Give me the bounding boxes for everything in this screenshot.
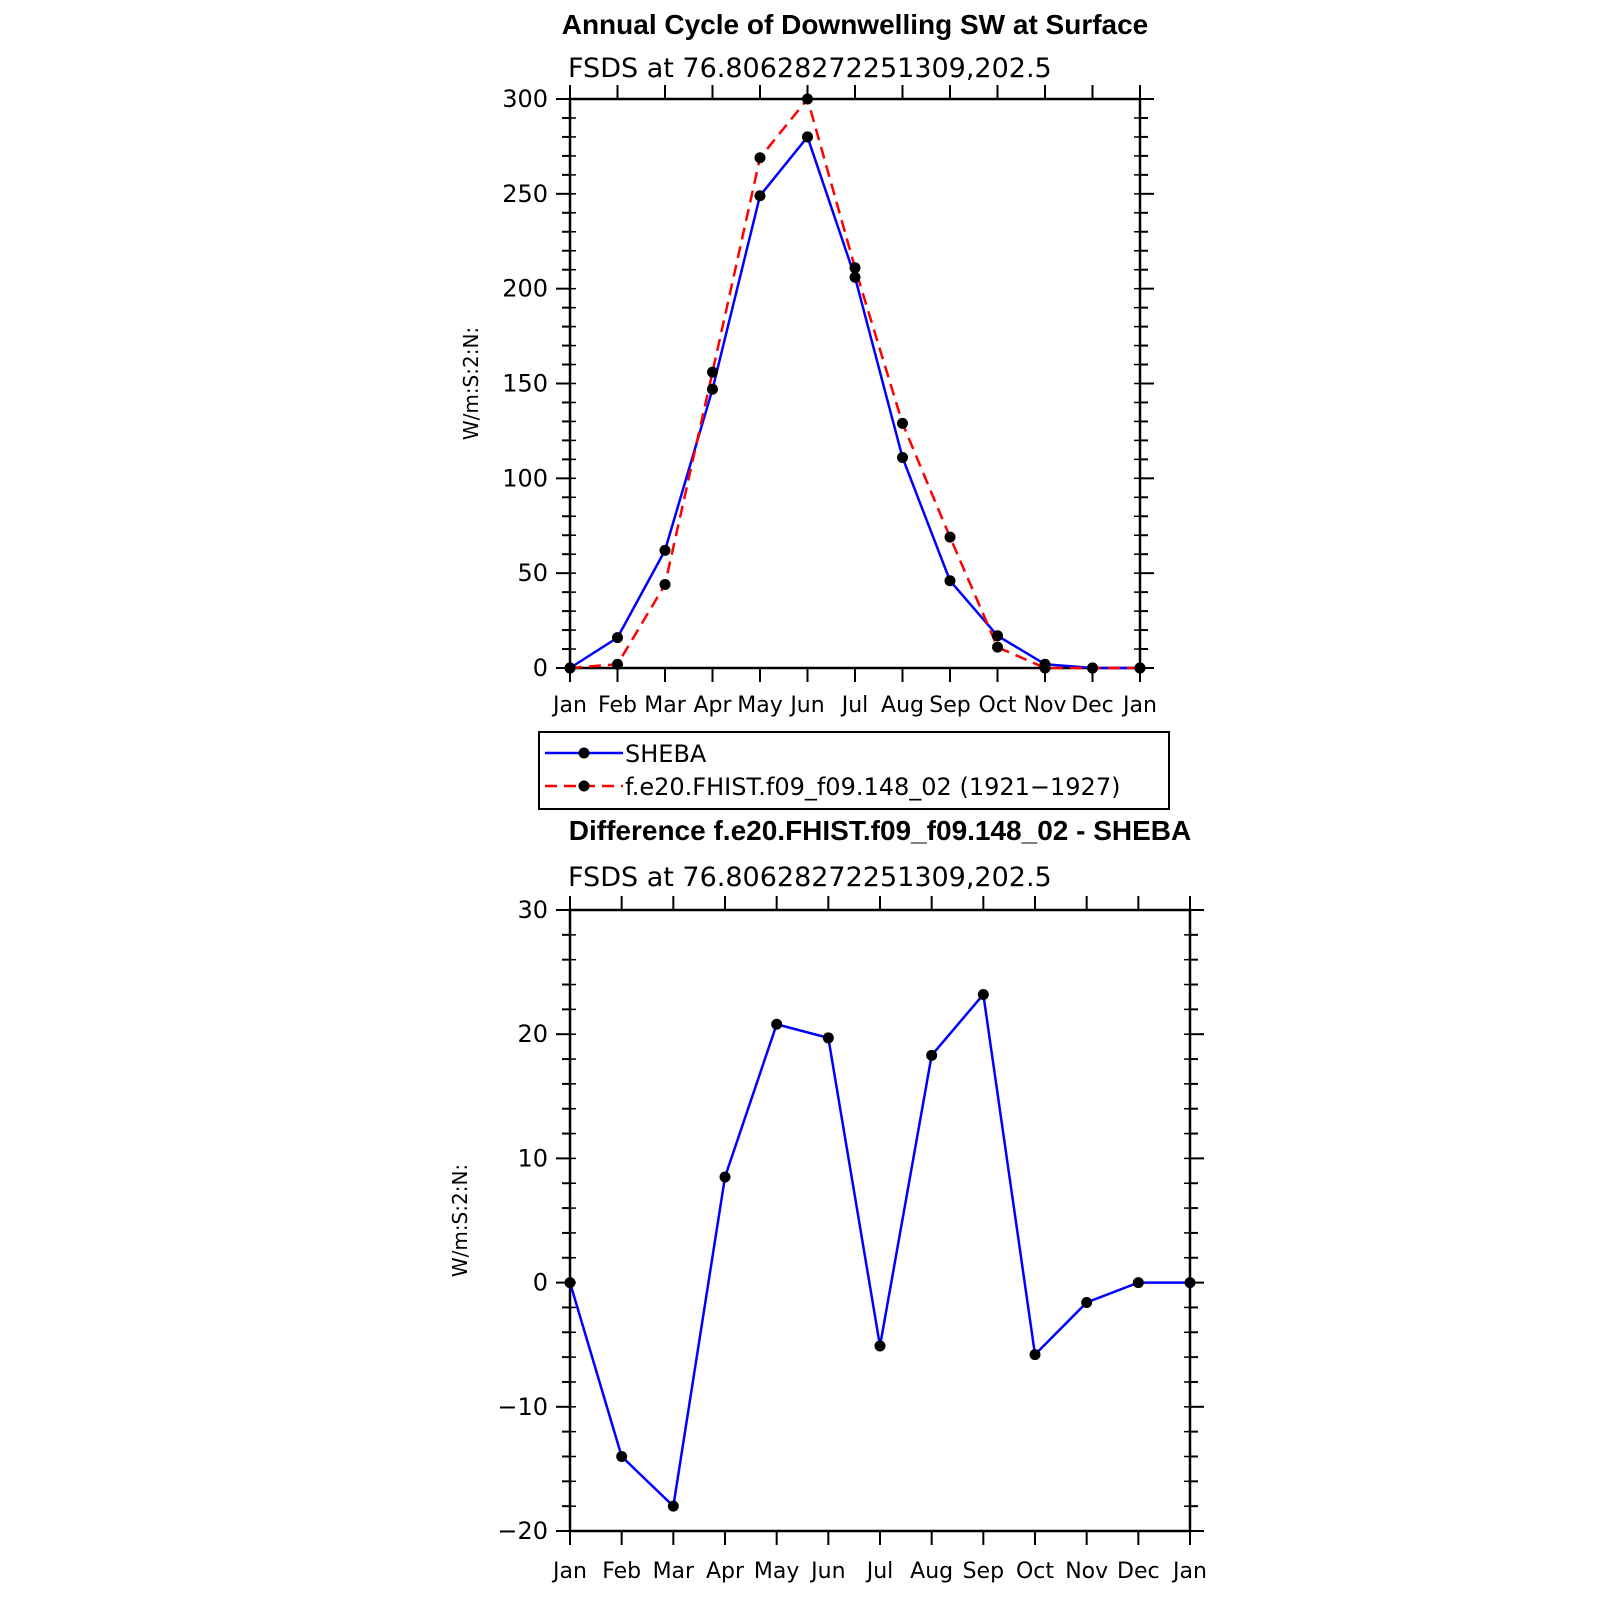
chart2: Difference f.e20.FHIST.f09_f09.148_02 - … <box>448 815 1207 1584</box>
chart2-series-1-point <box>926 1049 938 1061</box>
chart1-xtick-label: Jun <box>788 693 824 718</box>
chart2-plot-frame <box>568 908 1192 1533</box>
chart1-series-2-point <box>659 579 671 591</box>
chart1-ytick-label: 250 <box>502 180 548 208</box>
chart1-legend-marker-1 <box>578 747 590 759</box>
chart2-series-1-point <box>1184 1277 1196 1289</box>
chart2-xtick-label: Oct <box>1016 1559 1054 1584</box>
chart2-series-1-line <box>568 991 1190 1509</box>
chart1-xtick-label: Feb <box>598 693 637 718</box>
chart1-legend-marker-2 <box>578 780 590 792</box>
chart1-ytick-label: 100 <box>502 464 548 492</box>
chart2-xtick-label: Dec <box>1117 1559 1160 1584</box>
chart2-series-1-point <box>564 1277 576 1289</box>
chart1-series-2-point <box>897 417 908 429</box>
chart2-ytick-label: 0 <box>533 1269 548 1297</box>
chart1: Annual Cycle of Downwelling SW at Surfac… <box>459 9 1170 810</box>
chart2-series-1-point <box>977 988 989 1000</box>
chart1-ytick-label: 150 <box>502 370 548 398</box>
chart1-xtick-label: Sep <box>929 693 970 718</box>
chart1-ytick-label: 300 <box>502 85 548 113</box>
chart1-xtick-label: Dec <box>1071 693 1114 718</box>
chart1-xtick-label: Jan <box>551 693 587 718</box>
chart1-series-2-point <box>707 366 718 378</box>
chart1-series-2-point <box>754 152 766 164</box>
chart2-series-1-point <box>719 1171 731 1183</box>
chart1-legend-label-2: f.e20.FHIST.f09_f09.148_02 (1921−1927) <box>625 773 1120 801</box>
chart2-series-1-point <box>874 1340 886 1352</box>
chart1-legend-label-1: SHEBA <box>625 740 707 768</box>
chart2-xtick-label: Aug <box>910 1559 953 1584</box>
chart1-ytick-label: 0 <box>533 654 548 682</box>
chart2-y-axis-label: W/m:S:2:N: <box>448 1164 472 1277</box>
chart1-series-2-line <box>569 96 1140 670</box>
chart2-series-1-point <box>1029 1349 1041 1361</box>
chart2-series-1-point <box>1081 1296 1093 1308</box>
chart2-xtick-label: Apr <box>706 1559 745 1584</box>
chart1-series-1-point <box>849 271 861 283</box>
chart1-series-2-point <box>992 641 1003 653</box>
chart1-series-1-point <box>707 383 718 395</box>
chart2-ytick-label: 10 <box>517 1144 548 1172</box>
chart1-xtick-label: May <box>737 693 782 718</box>
chart1-series-2-point <box>944 531 956 543</box>
chart2-xtick-label: May <box>754 1559 799 1584</box>
chart1-ytick-label: 50 <box>517 559 548 587</box>
chart1-xtick-label: Aug <box>881 693 924 718</box>
chart2-xtick-label: Mar <box>653 1559 695 1584</box>
chart2-subtitle: FSDS at 76.80628272251309,202.5 <box>568 862 1052 893</box>
chart2-series-1-point <box>1132 1277 1144 1289</box>
chart1-series-1-point <box>754 190 766 202</box>
chart1-series-2-point <box>849 262 861 274</box>
chart1-ytick-label: 200 <box>502 275 548 303</box>
chart1-xtick-label: Oct <box>978 693 1016 718</box>
chart1-series-2-point <box>1087 662 1098 674</box>
chart2-ytick-label: −10 <box>497 1393 548 1421</box>
chart1-series-1-point <box>992 630 1003 642</box>
chart2-ytick-label: 30 <box>517 896 548 924</box>
chart1-y-axis-label: W/m:S:2:N: <box>459 327 483 440</box>
chart2-xtick-label: Jan <box>551 1559 587 1584</box>
chart1-series-2-point <box>612 658 623 670</box>
chart2-series-1-point <box>616 1450 628 1462</box>
chart1-xtick-label: Apr <box>693 693 732 718</box>
chart2-ytick-label: −20 <box>497 1517 548 1545</box>
chart2-xtick-label: Sep <box>963 1559 1004 1584</box>
chart2-series-1-point <box>667 1500 679 1512</box>
chart2-series-1-point <box>822 1032 834 1044</box>
chart1-xtick-label: Nov <box>1024 693 1067 718</box>
chart1-xtick-label: Jul <box>840 693 869 718</box>
chart1-series-1-point <box>944 575 956 587</box>
chart1-xtick-label: Mar <box>644 693 686 718</box>
chart1-xtick-label: Jan <box>1121 693 1157 718</box>
chart1-series-1-line <box>569 134 1140 670</box>
chart1-series-1-point <box>612 632 623 644</box>
chart1-series-1-point <box>802 131 813 143</box>
chart1-plot-frame <box>568 97 1142 670</box>
chart2-title: Difference f.e20.FHIST.f09_f09.148_02 - … <box>569 815 1192 846</box>
chart1-series-2-point <box>1134 662 1146 674</box>
chart1-series-2-point <box>564 662 576 674</box>
chart1-series-2-point <box>1039 662 1051 674</box>
chart2-xtick-label: Nov <box>1065 1559 1108 1584</box>
chart2-ytick-label: 20 <box>517 1020 548 1048</box>
chart1-series-1-point <box>659 544 671 556</box>
chart2-xtick-label: Jul <box>865 1559 894 1584</box>
chart1-legend-box <box>538 731 1170 810</box>
chart2-xtick-label: Jun <box>809 1559 845 1584</box>
chart1-series-1-point <box>897 451 908 463</box>
chart1-title: Annual Cycle of Downwelling SW at Surfac… <box>562 9 1149 40</box>
chart1-subtitle: FSDS at 76.80628272251309,202.5 <box>568 53 1052 84</box>
chart2-xtick-label: Feb <box>602 1559 641 1584</box>
chart2-series-1-point <box>771 1018 783 1030</box>
chart1-series-2-point <box>802 93 813 105</box>
chart2-xtick-label: Jan <box>1171 1559 1207 1584</box>
